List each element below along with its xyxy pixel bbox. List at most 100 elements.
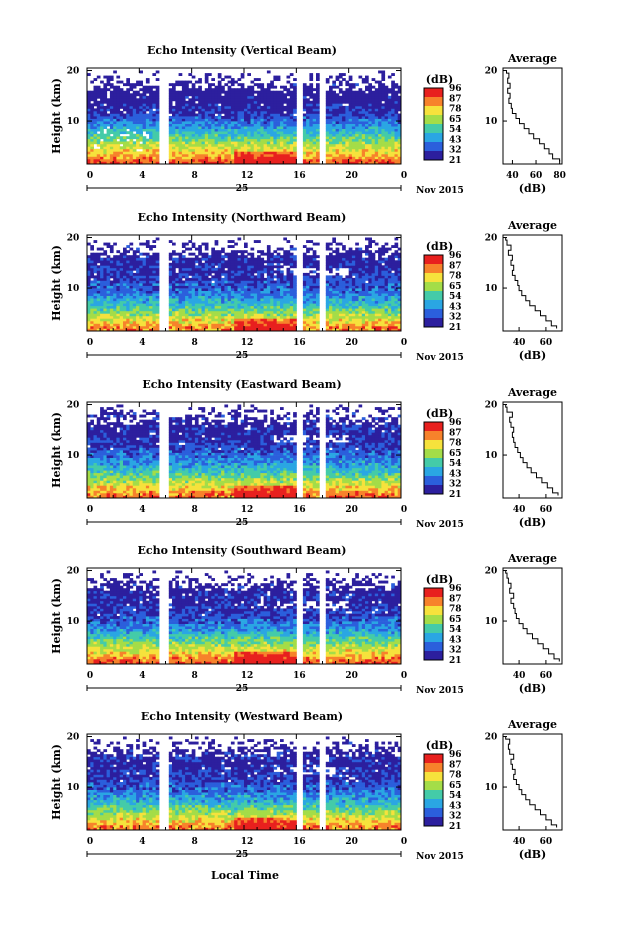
heatmap-cell (202, 286, 206, 289)
heatmap-cell (267, 303, 271, 306)
heatmap-cell (130, 316, 134, 319)
heatmap-cell (283, 308, 287, 311)
heatmap-cell (126, 273, 130, 276)
heatmap-cell (332, 318, 336, 321)
heatmap-cell (234, 149, 238, 152)
heatmap-cell (87, 91, 91, 94)
heatmap-cell (313, 144, 317, 147)
heatmap-cell (391, 83, 395, 86)
heatmap-cell (231, 263, 235, 266)
heatmap-cell (192, 313, 196, 316)
heatmap-cell (221, 321, 225, 324)
heatmap-cell (391, 149, 395, 152)
heatmap-cell (244, 313, 248, 316)
heatmap-cell (156, 306, 160, 309)
heatmap-cell (385, 101, 389, 104)
heatmap-cell (100, 103, 104, 106)
heatmap-cell (231, 316, 235, 319)
heatmap-cell (87, 141, 91, 144)
heatmap-cell (182, 103, 186, 106)
heatmap-cell (149, 321, 153, 324)
heatmap-cell (172, 243, 176, 246)
heatmap-cell (329, 313, 333, 316)
heatmap-cell (365, 114, 369, 117)
heatmap-cell (365, 88, 369, 91)
heatmap-cell (372, 96, 376, 99)
heatmap-cell (368, 116, 372, 119)
heatmap-cell (316, 149, 320, 152)
heatmap-cell (372, 124, 376, 127)
heatmap-cell (179, 151, 183, 154)
heatmap-cell (94, 296, 98, 299)
heatmap-cell (179, 286, 183, 289)
heatmap-cell (257, 129, 261, 132)
heatmap-cell (188, 301, 192, 304)
heatmap-cell (198, 106, 202, 109)
heatmap-cell (244, 298, 248, 301)
heatmap-cell (146, 308, 150, 311)
heatmap-cell (244, 156, 248, 159)
heatmap-cell (228, 93, 232, 96)
heatmap-cell (244, 126, 248, 129)
heatmap-cell (182, 273, 186, 276)
heatmap-cell (280, 131, 284, 134)
heatmap-cell (257, 323, 261, 326)
heatmap-cell (120, 298, 124, 301)
heatmap-cell (100, 298, 104, 301)
heatmap-cell (238, 255, 242, 258)
heatmap-cell (221, 88, 225, 91)
heatmap-cell (241, 136, 245, 139)
heatmap-cell (152, 114, 156, 117)
heatmap-cell (90, 141, 94, 144)
heatmap-cell (97, 313, 101, 316)
heatmap-cell (231, 96, 235, 99)
x-tick-label: 4 (139, 171, 145, 181)
heatmap-cell (215, 243, 219, 246)
heatmap-cell (352, 156, 356, 159)
heatmap-cell (94, 101, 98, 104)
heatmap-cell (339, 134, 343, 137)
heatmap-cell (103, 108, 107, 111)
heatmap-cell (224, 121, 228, 124)
heatmap-cell (156, 96, 160, 99)
heatmap-cell (264, 114, 268, 117)
heatmap-cell (182, 281, 186, 284)
heatmap-cell (218, 96, 222, 99)
heatmap-cell (175, 131, 179, 134)
heatmap-cell (283, 98, 287, 101)
heatmap-cell (391, 111, 395, 114)
heatmap-cell (270, 323, 274, 326)
heatmap-cell (270, 253, 274, 256)
heatmap-cell (277, 326, 281, 329)
heatmap-cell (342, 119, 346, 122)
heatmap-cell (241, 301, 245, 304)
heatmap-cell (332, 156, 336, 159)
heatmap-cell (244, 129, 248, 132)
heatmap-cell (326, 114, 330, 117)
heatmap-cell (94, 301, 98, 304)
heatmap-cell (218, 91, 222, 94)
heatmap-cell (218, 308, 222, 311)
heatmap-cell (372, 78, 376, 81)
heatmap-cell (234, 278, 238, 281)
heatmap-cell (241, 275, 245, 278)
heatmap-cell (267, 253, 271, 256)
heatmap-cell (152, 101, 156, 104)
heatmap-cell (332, 93, 336, 96)
heatmap-cell (202, 119, 206, 122)
heatmap-cell (287, 326, 291, 329)
heatmap-cell (238, 119, 242, 122)
heatmap-cell (152, 303, 156, 306)
heatmap-cell (395, 101, 399, 104)
heatmap-cell (143, 243, 147, 246)
heatmap-cell (188, 131, 192, 134)
heatmap-cell (336, 76, 340, 79)
heatmap-cell (234, 255, 238, 258)
heatmap-cell (87, 281, 91, 284)
heatmap-cell (234, 313, 238, 316)
heatmap-cell (231, 286, 235, 289)
heatmap-cell (133, 136, 137, 139)
heatmap-cell (149, 119, 153, 122)
heatmap-cell (336, 154, 340, 157)
heatmap-cell (136, 101, 140, 104)
